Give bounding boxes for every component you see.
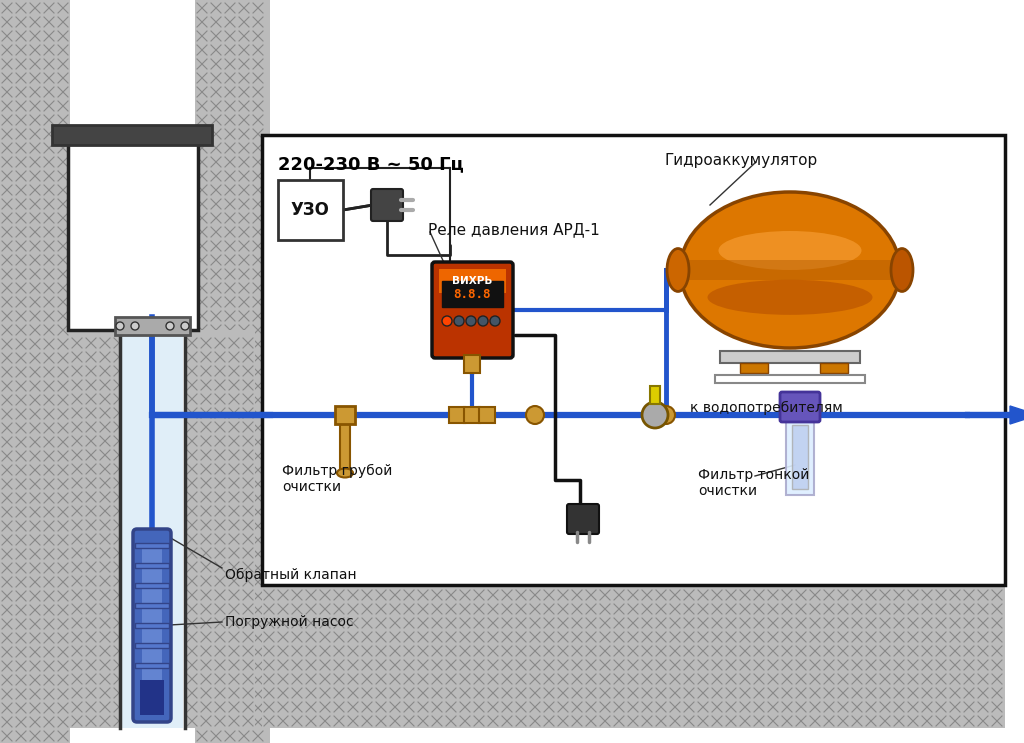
Ellipse shape xyxy=(891,249,913,291)
Text: Реле давления АРД-1: Реле давления АРД-1 xyxy=(428,222,600,237)
Bar xyxy=(442,281,503,307)
Bar xyxy=(464,407,480,423)
Circle shape xyxy=(657,406,675,424)
Bar xyxy=(786,419,814,495)
FancyBboxPatch shape xyxy=(780,392,820,422)
FancyBboxPatch shape xyxy=(432,262,513,358)
Bar xyxy=(720,351,860,363)
Bar xyxy=(195,0,270,743)
Circle shape xyxy=(478,316,488,326)
Bar xyxy=(650,386,660,404)
Bar xyxy=(688,260,892,280)
Circle shape xyxy=(166,322,174,330)
Text: 8.8.8: 8.8.8 xyxy=(454,288,490,300)
Bar xyxy=(135,583,169,588)
Ellipse shape xyxy=(708,280,872,315)
Bar xyxy=(335,406,355,424)
Bar xyxy=(140,680,164,715)
Text: Фильтр грубой
очистки: Фильтр грубой очистки xyxy=(282,464,392,494)
Bar xyxy=(135,663,169,668)
Bar xyxy=(135,643,169,648)
Ellipse shape xyxy=(667,249,689,291)
Bar xyxy=(449,407,465,423)
Circle shape xyxy=(526,406,544,424)
Circle shape xyxy=(642,402,668,428)
Bar xyxy=(135,563,169,568)
Bar xyxy=(135,603,169,608)
Bar xyxy=(439,269,506,293)
Ellipse shape xyxy=(719,231,861,270)
Text: 220-230 В ~ 50 Гц: 220-230 В ~ 50 Гц xyxy=(278,155,464,173)
Bar xyxy=(278,180,343,240)
Bar xyxy=(70,330,125,728)
Bar xyxy=(185,330,255,728)
Text: ВИХРЬ: ВИХРЬ xyxy=(452,276,493,286)
Text: Фильтр тонкой
очистки: Фильтр тонкой очистки xyxy=(698,468,809,499)
Bar xyxy=(52,125,212,145)
FancyBboxPatch shape xyxy=(567,504,599,534)
Text: Гидроаккумулятор: Гидроаккумулятор xyxy=(665,153,818,168)
Text: Обратный клапан: Обратный клапан xyxy=(225,568,356,582)
FancyBboxPatch shape xyxy=(371,189,403,221)
Bar xyxy=(715,375,865,383)
Bar xyxy=(340,424,350,470)
Bar xyxy=(792,425,808,489)
Text: Погружной насос: Погружной насос xyxy=(225,615,353,629)
Bar xyxy=(142,543,162,708)
Bar xyxy=(135,543,169,548)
Bar xyxy=(740,363,768,373)
Bar xyxy=(115,317,190,335)
Circle shape xyxy=(181,322,189,330)
Bar xyxy=(464,355,480,373)
Bar xyxy=(0,0,70,743)
Bar xyxy=(135,623,169,628)
Bar xyxy=(262,585,1005,728)
Circle shape xyxy=(454,316,464,326)
Bar xyxy=(68,140,198,330)
Bar xyxy=(262,135,1005,585)
Circle shape xyxy=(131,322,139,330)
Text: к водопотребителям: к водопотребителям xyxy=(690,401,843,415)
FancyArrow shape xyxy=(965,406,1024,424)
Circle shape xyxy=(466,316,476,326)
Bar xyxy=(479,407,495,423)
Circle shape xyxy=(442,316,452,326)
Circle shape xyxy=(116,322,124,330)
FancyBboxPatch shape xyxy=(133,529,171,722)
Bar xyxy=(820,363,848,373)
Circle shape xyxy=(490,316,500,326)
Ellipse shape xyxy=(337,469,353,478)
Text: УЗО: УЗО xyxy=(291,201,330,219)
Bar xyxy=(122,330,183,728)
Ellipse shape xyxy=(680,192,900,348)
